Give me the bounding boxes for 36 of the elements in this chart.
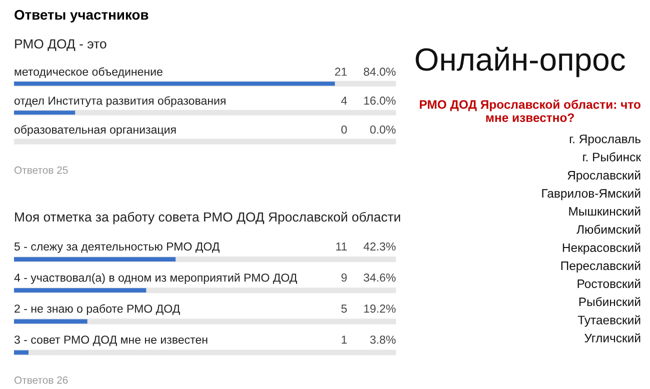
text: Любимский [576,224,640,234]
text: Некрасовский [562,242,640,254]
text: г. Рыбинск [583,152,642,162]
text: Угличский [584,333,640,342]
data-label: 4 16.0% [341,96,396,105]
y-tick-label: образовательная организация [14,125,176,136]
text: Ростовский [578,278,640,288]
data-label: 9 34.6% [341,273,396,282]
y-tick-label: 4 - участвовал(а) в одном из мероприятий РМО ДОД [14,273,298,284]
data-label: 21 84.0% [335,68,396,76]
chart-subtitle: Моя отметка за работу совета РМО ДОД Ярославской области [15,212,400,224]
y-tick-label: методическое объединение [14,67,162,78]
text: РМО ДОД Ярославской области: что мне известно? [420,100,640,122]
bar [14,319,88,324]
data-label: 0 0.0% [341,125,396,134]
text: Тутаевский [578,315,640,327]
y-tick-label: 2 - не знаю о работе РМО ДОД [14,304,180,316]
text: Гаврилов-Ямский [542,188,640,200]
y-tick-label: отдел Института развития образования [14,96,226,108]
data-label: 11 42.3% [336,242,396,251]
chart-title: Ответы участников [14,10,148,22]
text: Онлайн-опрос [416,46,625,78]
data-label: 1 3.8% [342,336,396,344]
y-tick-label: 5 - слежу за деятельностью РМО ДОД [14,242,220,253]
y-tick-label: 3 - совет РМО ДОД мне не известен [14,336,208,346]
chart-subtitle: РМО ДОД - это [15,39,106,52]
text: Переславский [561,260,640,273]
text: Ответов 25 [14,166,68,174]
bar [14,257,176,262]
text: г. Ярославль [570,134,641,146]
text: Ярославский [568,170,640,182]
text: Мышкинский [569,206,640,216]
text: Ответов 26 [14,376,68,384]
bar [14,350,29,355]
text: Рыбинский [579,296,640,306]
data-label: 5 19.2% [341,304,396,313]
